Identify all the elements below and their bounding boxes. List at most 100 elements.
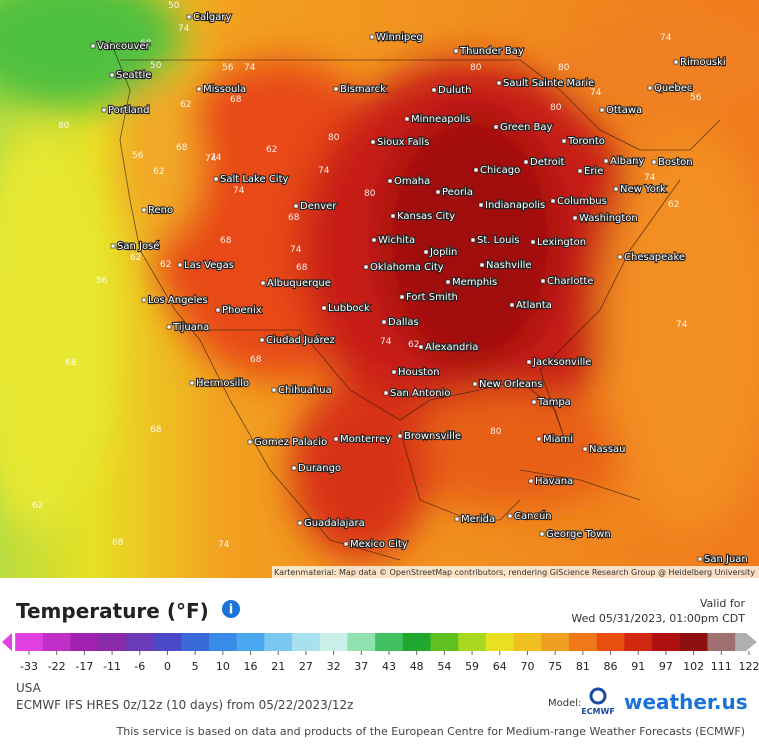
city-label[interactable]: Thunder Bay <box>458 45 525 58</box>
city-label[interactable]: Alexandria <box>424 341 480 354</box>
attribution[interactable]: Kartenmaterial: Map data © OpenStreetMap… <box>274 568 755 577</box>
city-label[interactable]: Portland <box>107 104 151 117</box>
city-label[interactable]: Bismarck <box>339 83 387 96</box>
city-label[interactable]: Erie <box>583 165 605 178</box>
city-marker <box>293 203 299 209</box>
city-label[interactable]: San Antonio <box>389 387 452 400</box>
ecmwf-text: ECMWF <box>581 707 615 716</box>
city-marker <box>333 436 339 442</box>
brand[interactable]: weather.us <box>624 690 748 714</box>
city-label[interactable]: Tampa <box>536 396 572 409</box>
city-label[interactable]: Sault Sainte Marie <box>502 77 596 90</box>
contour-label: 68 <box>296 263 308 273</box>
scale-tick-label: 81 <box>576 660 590 673</box>
city-label[interactable]: San Juan <box>703 553 749 566</box>
city-label[interactable]: Salt Lake City <box>219 173 290 186</box>
city-label[interactable]: Chihuahua <box>277 384 333 397</box>
contour-label: 62 <box>668 200 679 210</box>
city-label[interactable]: Gomez Palacio <box>253 436 328 449</box>
city-label[interactable]: Rimouski <box>679 56 727 69</box>
city-label[interactable]: George Town <box>545 528 612 541</box>
contour-label: 74 <box>233 186 245 196</box>
city-label[interactable]: Memphis <box>451 276 498 289</box>
city-label[interactable]: St. Louis <box>476 234 521 247</box>
city-label[interactable]: Los Angeles <box>147 294 209 307</box>
city-label[interactable]: Merida <box>460 513 496 526</box>
city-label[interactable]: Hermosillo <box>195 377 250 390</box>
city-marker <box>531 399 537 405</box>
city-label[interactable]: Toronto <box>566 135 606 148</box>
scale-swatch <box>15 633 44 651</box>
info-glyph[interactable]: i <box>229 603 233 618</box>
city-marker <box>404 116 410 122</box>
city-label[interactable]: Indianapolis <box>484 199 546 212</box>
city-label[interactable]: Seattle <box>115 69 153 82</box>
city-label[interactable]: Calgary <box>192 11 233 24</box>
city-label[interactable]: Havana <box>534 475 574 488</box>
city-label[interactable]: Omaha <box>393 175 431 188</box>
city-label[interactable]: Houston <box>397 366 441 379</box>
contour-label: 68 <box>65 358 77 368</box>
city-label[interactable]: Albany <box>609 155 646 168</box>
city-label[interactable]: Charlotte <box>546 275 595 288</box>
city-label[interactable]: Nassau <box>588 443 627 456</box>
city-label[interactable]: Wichita <box>377 234 416 247</box>
city-label[interactable]: Ottawa <box>605 104 643 117</box>
city-label[interactable]: Boston <box>657 156 694 169</box>
map[interactable]: 50 74 68 50 56 74 62 68 74 62 80 74 56 68 74 62 80 74 56 62… <box>0 0 759 578</box>
city-label[interactable]: Jacksonville <box>531 356 593 369</box>
city-label[interactable]: New York <box>619 183 667 196</box>
city-label[interactable]: Detroit <box>529 156 566 169</box>
city-label[interactable]: Reno <box>147 204 174 217</box>
city-marker <box>369 34 375 40</box>
city-marker <box>473 167 479 173</box>
city-marker <box>550 198 556 204</box>
city-label[interactable]: Joplin <box>428 246 459 259</box>
city-label[interactable]: Washington <box>578 212 639 225</box>
city-label[interactable]: Missoula <box>202 83 247 96</box>
city-label[interactable]: Durango <box>297 462 342 475</box>
city-label[interactable]: Phoenix <box>221 304 263 317</box>
city-label[interactable]: Dallas <box>387 316 420 329</box>
city-label[interactable]: Kansas City <box>396 210 456 223</box>
city-label[interactable]: Albuquerque <box>266 277 332 290</box>
city-label[interactable]: Cancún <box>513 509 553 523</box>
city-label[interactable]: New Orleans <box>478 378 544 391</box>
city-label[interactable]: Tijuana <box>171 321 210 334</box>
city-marker <box>370 139 376 145</box>
contour-label: 74 <box>644 173 656 183</box>
city-label[interactable]: Green Bay <box>499 121 554 134</box>
city-label[interactable]: Las Vegas <box>183 259 235 272</box>
attribution-bg <box>272 566 759 578</box>
city-label[interactable]: Denver <box>299 200 338 213</box>
city-label[interactable]: Sioux Falls <box>376 136 431 149</box>
city-label[interactable]: Ciudad Juárez <box>265 333 336 347</box>
city-label[interactable]: Chesapeake <box>623 251 686 264</box>
city-label[interactable]: Lubbock <box>327 302 371 315</box>
city-label[interactable]: Mexico City <box>349 538 409 551</box>
city-label[interactable]: Oklahoma City <box>369 261 445 274</box>
city-marker <box>141 207 147 213</box>
city-label[interactable]: Minneapolis <box>410 113 472 126</box>
city-label[interactable]: Vancouver <box>96 40 152 53</box>
city-label[interactable]: Lexington <box>536 236 587 249</box>
city-label[interactable]: Columbus <box>556 195 608 208</box>
disclaimer: This service is based on data and produc… <box>116 725 745 738</box>
city-label[interactable]: Guadalajara <box>303 517 366 530</box>
city-marker <box>141 297 147 303</box>
city-label[interactable]: Chicago <box>479 164 521 177</box>
info-icon[interactable] <box>222 600 240 618</box>
city-label[interactable]: Brownsville <box>403 430 462 443</box>
city-label[interactable]: Peoria <box>441 186 474 199</box>
scale-swatch <box>236 633 265 651</box>
city-label[interactable]: San José <box>116 239 161 253</box>
contour-label: 80 <box>490 427 502 437</box>
city-label[interactable]: Miami <box>542 433 574 446</box>
city-label[interactable]: Fort Smith <box>405 291 459 304</box>
city-label[interactable]: Atlanta <box>515 299 553 312</box>
city-label[interactable]: Quebec <box>653 82 694 95</box>
city-label[interactable]: Nashville <box>485 259 533 272</box>
city-label[interactable]: Monterrey <box>339 433 392 446</box>
city-label[interactable]: Winnipeg <box>375 31 424 44</box>
city-label[interactable]: Duluth <box>437 84 473 97</box>
